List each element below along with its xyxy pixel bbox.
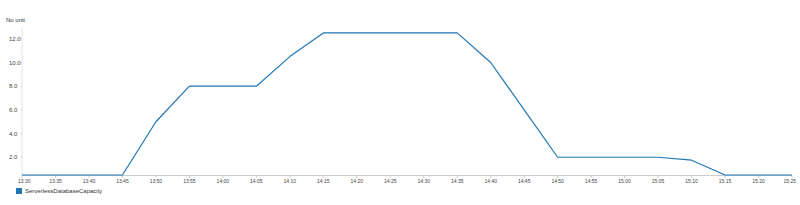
x-tick-label: 13:55	[183, 178, 196, 184]
x-tick-label: 14:25	[384, 178, 397, 184]
x-tick-label: 14:55	[585, 178, 598, 184]
y-tick-label: 6.0	[9, 107, 18, 113]
x-tick-label: 13:40	[83, 178, 96, 184]
x-tick-label: 15:10	[685, 178, 698, 184]
x-tick-label: 14:20	[351, 178, 364, 184]
y-tick-label: 4.0	[9, 131, 18, 137]
x-tick-label: 14:05	[250, 178, 263, 184]
y-tick	[20, 109, 22, 110]
y-tick-label: 8.0	[9, 83, 18, 89]
y-tick-label: 12.0	[9, 36, 21, 42]
x-tick-label: 14:50	[551, 178, 564, 184]
x-tick-label: 14:30	[417, 178, 430, 184]
x-tick-label: 15:25	[783, 178, 796, 184]
x-tick-label: 15:20	[752, 178, 765, 184]
y-tick-label: 10.0	[9, 60, 21, 66]
x-tick-label: 14:40	[484, 178, 497, 184]
x-tick-label: 14:00	[217, 178, 230, 184]
x-tick-label: 13:50	[150, 178, 163, 184]
y-tick	[20, 133, 22, 134]
plot-area	[22, 33, 792, 175]
x-tick-label: 13:30	[18, 178, 31, 184]
x-tick-label: 15:15	[719, 178, 732, 184]
x-tick-label: 14:10	[284, 178, 297, 184]
y-axis-line	[22, 27, 23, 175]
y-axis-label: No unit	[6, 17, 25, 23]
x-tick-label: 14:15	[317, 178, 330, 184]
x-tick-label: 15:00	[618, 178, 631, 184]
background	[0, 0, 800, 205]
chart-svg: No unit 2.0 4.0 6.0 8.0 10.0 12.0 13:30 13:35 13:…	[0, 0, 800, 205]
x-axis-line	[22, 175, 792, 176]
x-tick-label: 14:35	[451, 178, 464, 184]
chart-container: No unit 2.0 4.0 6.0 8.0 10.0 12.0 13:30 13:35 13:…	[0, 0, 800, 205]
x-tick-label: 15:05	[652, 178, 665, 184]
y-tick-label: 2.0	[9, 154, 18, 160]
y-tick	[20, 157, 22, 158]
y-tick	[20, 86, 22, 87]
legend-swatch	[16, 188, 22, 194]
x-tick-label: 14:45	[518, 178, 531, 184]
legend-label: ServerlessDatabaseCapacity	[25, 188, 102, 194]
x-tick-label: 13:35	[49, 178, 62, 184]
series-line	[22, 33, 792, 175]
x-tick-label: 13:45	[116, 178, 129, 184]
